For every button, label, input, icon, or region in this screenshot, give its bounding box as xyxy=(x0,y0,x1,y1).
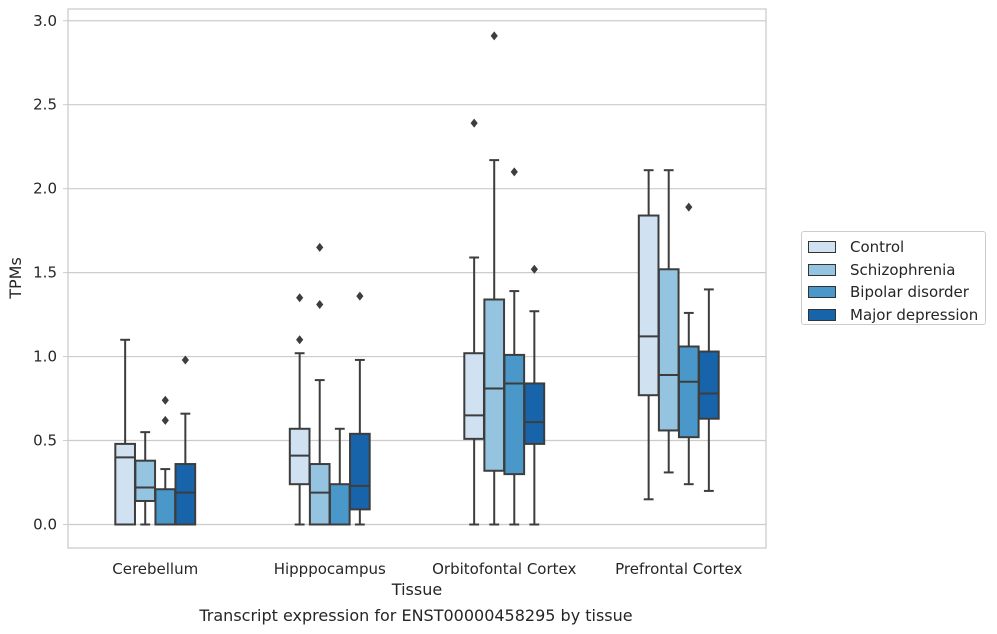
outlier-point xyxy=(316,300,324,310)
y-tick-label: 3.0 xyxy=(33,12,57,30)
legend-label: Bipolar disorder xyxy=(850,283,969,302)
outlier-point xyxy=(530,264,538,274)
grid-lines xyxy=(63,20,766,526)
box-group xyxy=(637,169,660,501)
x-axis-label: Tissue xyxy=(391,580,442,599)
box-group xyxy=(288,293,311,526)
box xyxy=(308,463,331,526)
x-tick-labels: Cerebellum Hipppocampus Orbitofontal Corte… xyxy=(112,560,742,578)
box-group xyxy=(463,118,485,526)
x-tick-label: Hipppocampus xyxy=(274,560,386,578)
y-tick-labels: 0.0 0.5 1.0 1.5 2.0 2.5 3.0 xyxy=(33,12,57,534)
x-tick-label: Orbitofontal Cortex xyxy=(432,560,576,578)
outlier-point xyxy=(685,202,693,212)
plot-frame xyxy=(67,8,767,549)
x-tick-label: Cerebellum xyxy=(112,560,198,578)
outlier-point xyxy=(470,118,478,128)
box-group xyxy=(349,291,371,526)
box xyxy=(174,463,197,526)
box xyxy=(657,268,680,432)
box-group xyxy=(677,202,700,486)
outlier-point xyxy=(296,293,304,303)
box xyxy=(523,382,546,445)
legend-item-bipolar-disorder: Bipolar disorder xyxy=(808,281,985,304)
box-group xyxy=(483,31,506,526)
box xyxy=(698,350,720,420)
outlier-point xyxy=(296,335,304,345)
outlier-point xyxy=(316,242,324,252)
box-group xyxy=(134,431,157,526)
y-tick-label: 1.5 xyxy=(33,264,57,282)
legend-swatch-control xyxy=(808,241,836,254)
legend-swatch-major-depression xyxy=(808,309,836,322)
outlier-point xyxy=(181,355,189,365)
legend-swatch-schizophrenia xyxy=(808,263,836,276)
x-tick-label: Prefrontal Cortex xyxy=(615,560,742,578)
box-group xyxy=(503,167,526,526)
outlier-point xyxy=(356,291,364,301)
box-group xyxy=(114,338,136,526)
y-tick-label: 2.0 xyxy=(33,180,57,198)
outlier-point xyxy=(161,395,169,405)
outlier-point xyxy=(490,31,498,41)
legend-label: Major depression xyxy=(850,306,979,325)
box-group xyxy=(523,264,546,526)
box-group xyxy=(657,169,680,474)
boxes xyxy=(114,31,720,526)
box xyxy=(328,483,351,526)
legend-label: Control xyxy=(850,238,905,257)
box xyxy=(154,488,177,526)
legend: Control Schizophrenia Bipolar disorder M… xyxy=(801,231,986,325)
legend-label: Schizophrenia xyxy=(850,260,956,279)
outlier-point xyxy=(161,415,169,425)
outlier-point xyxy=(510,167,518,177)
box xyxy=(114,442,136,526)
box-group xyxy=(328,427,351,526)
box-group xyxy=(308,242,331,526)
box-group xyxy=(154,395,177,526)
y-axis-label: TPMs xyxy=(6,257,25,300)
legend-item-control: Control xyxy=(808,236,985,259)
box xyxy=(463,352,485,440)
legend-item-major-depression: Major depression xyxy=(808,304,985,327)
box xyxy=(503,353,526,476)
box xyxy=(483,298,506,472)
box xyxy=(134,459,157,502)
box xyxy=(637,214,660,397)
y-tick-label: 1.0 xyxy=(33,348,57,366)
box xyxy=(677,345,700,439)
y-tick-label: 0.0 xyxy=(33,515,57,533)
legend-item-schizophrenia: Schizophrenia xyxy=(808,259,985,282)
box-group xyxy=(174,355,197,526)
legend-swatch-bipolar-disorder xyxy=(808,286,836,299)
figure-caption: Transcript expression for ENST0000045829… xyxy=(199,606,633,625)
y-tick-label: 2.5 xyxy=(33,96,57,114)
y-tick-label: 0.5 xyxy=(33,432,57,450)
box-group xyxy=(698,288,720,492)
box xyxy=(349,432,371,511)
